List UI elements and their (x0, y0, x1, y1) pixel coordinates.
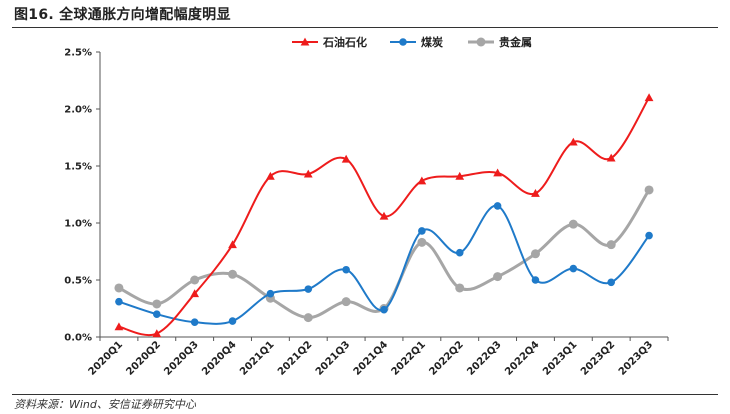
data-point (190, 318, 199, 326)
x-tick-label: 2021Q4 (352, 339, 390, 377)
data-point (303, 169, 313, 178)
x-tick-label: 2020Q3 (162, 339, 200, 377)
data-point (304, 285, 313, 293)
data-point (493, 272, 503, 282)
data-point (417, 176, 427, 185)
x-tick-label: 2021Q2 (276, 339, 314, 377)
x-tick-label: 2020Q1 (87, 339, 125, 377)
legend-label: 石油石化 (322, 35, 367, 49)
data-point (417, 237, 427, 247)
data-point (341, 297, 351, 307)
source-note: 资料来源：Wind、安信证券研究中心 (14, 398, 196, 411)
data-point (228, 269, 238, 279)
data-point (418, 227, 426, 235)
data-point (531, 188, 540, 197)
x-tick-label: 2021Q3 (314, 339, 352, 377)
data-point (569, 264, 578, 273)
footer-divider (12, 394, 718, 395)
y-tick-label: 2.5% (64, 48, 92, 59)
data-point (455, 171, 465, 180)
data-point (530, 249, 540, 259)
legend-item-1: 石油石化 (292, 35, 367, 49)
data-point (645, 231, 653, 240)
data-point (493, 202, 502, 210)
x-tick-label: 2022Q4 (503, 339, 541, 377)
data-point (493, 168, 502, 177)
legend-swatch-marker (399, 38, 407, 46)
x-tick-label: 2022Q3 (465, 339, 503, 377)
legend-label: 煤炭 (421, 35, 443, 49)
data-point (303, 313, 313, 323)
data-point (607, 278, 615, 287)
data-point (228, 240, 237, 249)
data-point (266, 289, 275, 298)
figure-title: 图16. 全球通胀方向增配幅度明显 (14, 7, 231, 23)
data-point (606, 240, 616, 250)
y-tick-label: 0.0% (64, 333, 92, 344)
title-divider (12, 27, 718, 28)
data-point (606, 153, 616, 162)
legend: 石油石化 煤炭 贵金属 (292, 35, 532, 49)
data-point (380, 305, 388, 314)
data-point (190, 275, 200, 285)
series-line (117, 188, 651, 320)
series-1 (114, 93, 654, 338)
data-point (531, 276, 540, 284)
legend-label: 贵金属 (499, 35, 532, 49)
y-tick-label: 0.5% (64, 276, 92, 287)
data-point (266, 171, 275, 180)
data-point (153, 310, 161, 319)
x-tick-label: 2021Q1 (238, 339, 276, 377)
legend-swatch-marker (300, 37, 310, 46)
legend-swatch-marker (476, 37, 486, 47)
series-3 (114, 185, 654, 323)
x-tick-label: 2020Q2 (125, 339, 163, 377)
legend-item-3: 贵金属 (468, 35, 532, 49)
series-2 (115, 202, 653, 326)
data-point (114, 283, 124, 293)
series-layer (114, 93, 654, 338)
y-tick-label: 2.0% (64, 105, 92, 116)
data-point (342, 265, 350, 274)
x-tick-label: 2023Q3 (617, 339, 655, 377)
x-tick-label: 2022Q2 (427, 339, 465, 377)
data-point (228, 317, 237, 325)
series-line (117, 204, 651, 325)
y-tick-label: 1.5% (64, 162, 92, 173)
data-point (455, 248, 464, 257)
data-point (568, 219, 578, 229)
data-point (152, 329, 162, 338)
y-tick-label: 1.0% (64, 219, 92, 230)
data-point (379, 211, 389, 220)
data-point (190, 289, 200, 298)
data-point (568, 137, 578, 146)
data-point (114, 322, 124, 331)
data-point (644, 93, 654, 102)
data-point (115, 297, 123, 306)
axes: 0.0%0.5%1.0%1.5%2.0%2.5%2020Q1 2020Q2 2020… (64, 48, 669, 378)
x-tick-label: 2023Q2 (579, 339, 617, 377)
legend-item-2: 煤炭 (390, 35, 443, 49)
x-tick-label: 2022Q1 (390, 339, 428, 377)
data-point (455, 283, 465, 293)
data-point (152, 299, 162, 309)
x-tick-label: 2023Q1 (541, 339, 579, 377)
data-point (341, 154, 351, 163)
data-point (644, 185, 654, 195)
x-tick-label: 2020Q4 (200, 339, 238, 377)
